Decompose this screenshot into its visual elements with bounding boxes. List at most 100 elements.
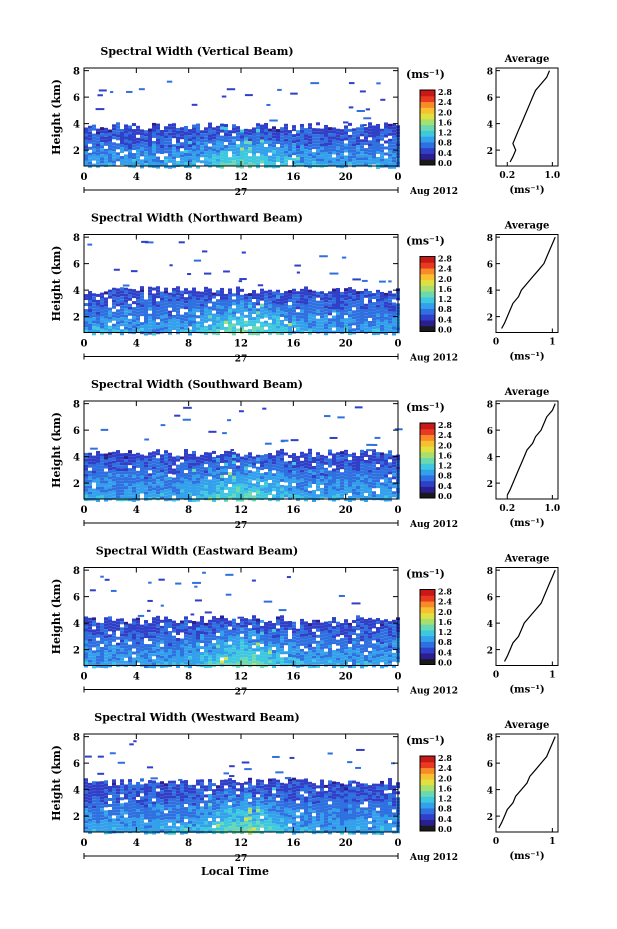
colorbar-segment — [420, 652, 435, 660]
x-tick-label: 16 — [286, 672, 300, 683]
x-tick-label: 8 — [185, 838, 192, 849]
y-tick-label: 6 — [73, 593, 80, 604]
colorbar-segment — [420, 492, 435, 499]
panel-5: Spectral Width (Westward Beam) 2 4 6 8 Height… — [50, 711, 559, 864]
colorbar-segment — [420, 308, 435, 315]
colorbar-segment — [420, 423, 435, 430]
colorbar-segment — [420, 807, 435, 815]
y-tick-label: 8 — [73, 733, 80, 744]
colorbar-segment — [420, 147, 435, 154]
colorbar-tick-label: 0.0 — [438, 824, 452, 834]
colorbar-segment — [420, 291, 435, 298]
panel-title: Spectral Width (Southward Beam) — [91, 378, 303, 391]
y-tick-label: 8 — [73, 400, 80, 411]
profile-line — [506, 403, 556, 496]
x-tick-label: 4 — [133, 172, 140, 183]
profile-x-tick-label: 0 — [493, 837, 499, 847]
colorbar-segment — [420, 658, 435, 665]
colorbar-tick-label: 2.8 — [438, 420, 452, 430]
profile-frame — [495, 400, 559, 500]
colorbar-segment — [420, 107, 435, 114]
profile-x-tick-label: 0.2 — [499, 504, 515, 514]
profile-frame — [495, 567, 559, 666]
colorbar-tick-label: 2.0 — [438, 440, 452, 450]
colorbar-tick-label: 0.4 — [438, 814, 452, 824]
colorbar-tick-label: 0.4 — [438, 647, 452, 657]
colorbar-tick-label: 1.6 — [438, 783, 452, 793]
profile-x-tick-label: 0.2 — [499, 171, 515, 181]
colorbar-segment — [420, 446, 435, 453]
profile-x-tick-label: 1 — [549, 837, 555, 847]
profile-y-tick-label: 8 — [487, 567, 493, 577]
x-tick-label: 8 — [185, 339, 192, 350]
colorbar-segment — [420, 790, 435, 797]
profile-line — [509, 70, 551, 163]
profile-y-tick-label: 2 — [487, 647, 493, 657]
colorbar-segment — [420, 767, 435, 774]
y-tick-label: 2 — [73, 313, 80, 324]
colorbar-tick-label: 1.6 — [438, 117, 452, 127]
profile-x-tick-label: 0 — [493, 671, 499, 681]
profile-y-tick-label: 2 — [487, 314, 493, 324]
colorbar-segment — [420, 428, 435, 436]
profile-y-tick-label: 4 — [487, 454, 493, 464]
heatmap-cells — [84, 240, 400, 336]
colorbar-segment — [420, 618, 435, 625]
panel-4: Spectral Width (Eastward Beam) 2 4 6 8 Height… — [50, 545, 559, 698]
x-tick-label: 12 — [234, 339, 248, 350]
profile-panel: Average 2 4 6 8 0 1 (ms⁻¹) — [487, 221, 559, 363]
x-tick-label: 12 — [234, 505, 248, 516]
colorbar-segment — [420, 296, 435, 304]
x-tick-label: 20 — [339, 172, 353, 183]
colorbar-tick-label: 0.8 — [438, 138, 452, 148]
colorbar-segment — [420, 159, 435, 166]
colorbar-tick-label: 2.8 — [438, 753, 452, 763]
colorbar-frame — [419, 89, 436, 166]
colorbar-segment — [420, 457, 435, 464]
panel-title: Spectral Width (Northward Beam) — [91, 212, 303, 225]
y-axis-label: Height (km) — [50, 79, 63, 155]
profile-title: Average — [504, 54, 550, 65]
y-tick-label: 8 — [73, 233, 80, 244]
colorbar-segment — [420, 595, 435, 602]
date-month-label: Aug 2012 — [409, 187, 458, 197]
profile-frame — [495, 67, 559, 167]
y-tick-label: 2 — [73, 812, 80, 823]
x-tick-label: 4 — [133, 672, 140, 683]
colorbar-tick-label: 0.8 — [438, 804, 452, 814]
profile-y-tick-label: 4 — [487, 620, 493, 630]
colorbar-segment — [420, 90, 435, 97]
colorbar-tick-label: 2.4 — [438, 430, 452, 440]
date-month-label: Aug 2012 — [409, 354, 458, 364]
colorbar-segment — [420, 802, 435, 809]
colorbar-segment — [420, 624, 435, 631]
colorbar-segment — [420, 819, 435, 826]
colorbar-segment — [420, 130, 435, 137]
x-tick-label: 12 — [234, 838, 248, 849]
y-axis-label: Height (km) — [50, 579, 63, 655]
profile-panel: Average 2 4 6 8 0 1 (ms⁻¹) — [487, 720, 559, 862]
colorbar-segment — [420, 641, 435, 648]
y-tick-label: 6 — [73, 426, 80, 437]
colorbar-segment — [420, 118, 435, 126]
x-tick-label: 16 — [286, 339, 300, 350]
colorbar-tick-label: 0.8 — [438, 637, 452, 647]
profile-y-tick-label: 8 — [487, 234, 493, 244]
panel-2: Spectral Width (Northward Beam) 2 4 6 8 Heigh… — [50, 212, 559, 365]
panel-title: Spectral Width (Vertical Beam) — [100, 45, 293, 58]
colorbar-frame — [419, 256, 436, 332]
colorbar-unit: (ms⁻¹) — [406, 68, 445, 81]
y-axis-label: Height (km) — [50, 246, 63, 322]
colorbar-tick-label: 1.2 — [438, 294, 452, 304]
x-tick-label: 16 — [286, 838, 300, 849]
profile-line — [501, 236, 556, 329]
colorbar-segment — [420, 629, 435, 637]
profile-y-tick-label: 6 — [487, 760, 493, 770]
panel-3: Spectral Width (Southward Beam) 2 4 6 8 Heigh… — [50, 378, 560, 531]
colorbar-segment — [420, 302, 435, 309]
profile-x-tick-label: 1.0 — [545, 171, 561, 181]
colorbar-tick-label: 2.4 — [438, 264, 452, 274]
colorbar-unit: (ms⁻¹) — [406, 401, 445, 414]
profile-x-tick-label: 1.0 — [545, 504, 561, 514]
